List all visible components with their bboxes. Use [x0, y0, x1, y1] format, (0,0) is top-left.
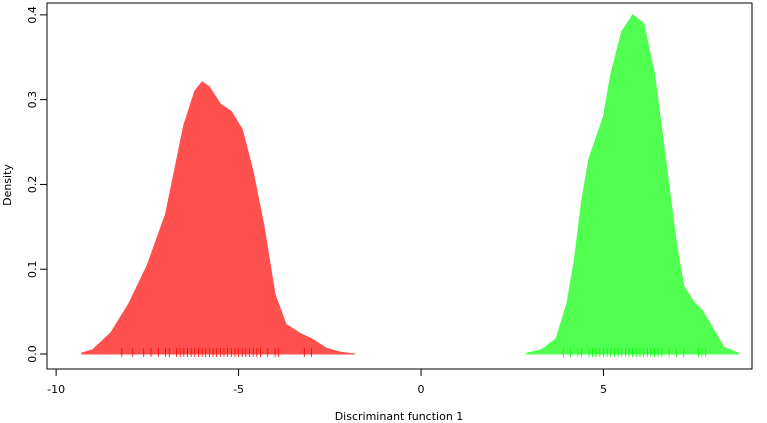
y-axis-label: Density — [1, 164, 14, 206]
density-area — [526, 14, 739, 355]
y-tick-label: 0.2 — [26, 176, 39, 194]
y-tick-label: 0.0 — [26, 345, 39, 363]
y-tick-label: 0.4 — [26, 6, 39, 24]
x-tick-label: 5 — [600, 383, 607, 396]
y-tick-label: 0.3 — [26, 91, 39, 109]
x-tick-label: -5 — [233, 383, 244, 396]
x-tick-label: 0 — [418, 383, 425, 396]
density-area — [81, 81, 356, 355]
x-axis-label: Discriminant function 1 — [335, 410, 464, 423]
plot-frame — [46, 2, 753, 370]
x-tick-label: -10 — [47, 383, 65, 396]
y-tick-label: 0.1 — [26, 260, 39, 278]
